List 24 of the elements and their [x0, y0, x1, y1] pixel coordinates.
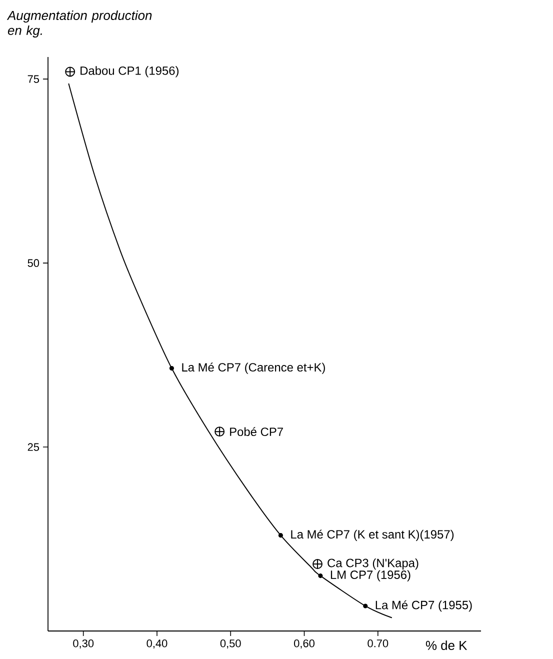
- point: [363, 604, 368, 608]
- point: [312, 559, 323, 570]
- annotation: La Mé CP7 (K et sant K)(1957): [291, 530, 454, 541]
- annotation: LM CP7 (1956): [330, 570, 410, 582]
- y-tick-label: 50: [28, 259, 40, 267]
- y-tick-label: 75: [28, 75, 40, 83]
- point: [318, 574, 323, 578]
- y-axis-title: Augmentation production en kg.: [6, 10, 152, 38]
- x-tick-label: 0.70: [368, 640, 388, 648]
- x-tick-label: 0,60: [294, 640, 314, 649]
- annotation: La Mé CP7 (1955): [376, 600, 472, 612]
- point: [65, 66, 76, 77]
- annotation: La Mé CP7 (Carence et+K): [182, 362, 325, 374]
- point: [278, 533, 283, 538]
- annotation: Dabou CP1 (1956): [80, 66, 178, 78]
- x-axis-title: % de K: [426, 640, 468, 650]
- annotation: Pobé CP7: [230, 427, 283, 436]
- x-tick-label: 0,30: [73, 640, 94, 649]
- point: [169, 366, 174, 371]
- point: [214, 426, 225, 437]
- x-tick-label: 0,40: [146, 640, 168, 649]
- annotation: Ca CP3 (N'Kapa): [328, 558, 418, 570]
- y-tick-label: 25: [28, 443, 40, 451]
- x-tick-label: 0,50: [220, 640, 241, 649]
